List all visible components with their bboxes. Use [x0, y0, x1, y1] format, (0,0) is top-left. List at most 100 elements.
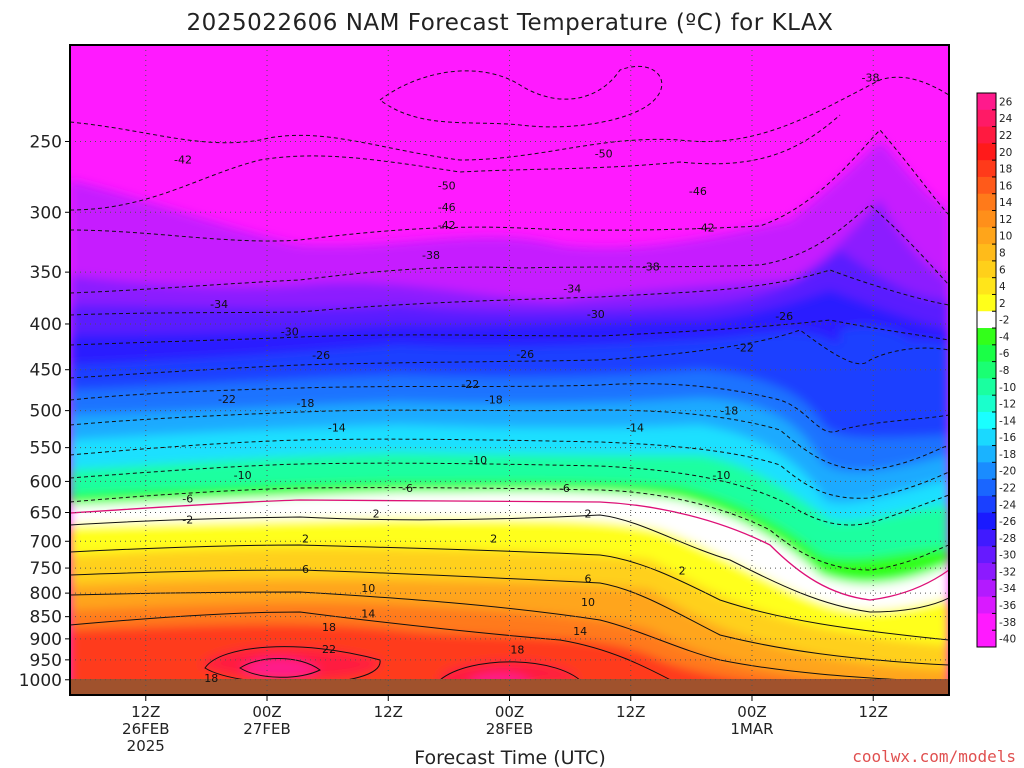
contour-label: -42 [697, 222, 715, 235]
y-tick-label: 250 [30, 132, 62, 152]
contour-label: -22 [461, 378, 479, 391]
x-tick-label: 1MAR [730, 720, 773, 738]
contour-label: -6 [402, 482, 413, 495]
contour-label-text: 22 [322, 643, 336, 656]
ground-surface [70, 679, 949, 695]
colorbar: 26 24 22 20 18 16 14 12 10 8 6 4 2 -2 -4 -6 -8 -10 -12 -14 -… [976, 92, 1016, 648]
colorbar-label: 6 [999, 264, 1006, 276]
contour-label-text: -6 [182, 493, 193, 506]
contour-label: -38 [642, 261, 660, 274]
contour-label-text: 2 [302, 532, 309, 545]
contour-label-text: -38 [642, 261, 660, 274]
contour-plus-2 [70, 514, 949, 613]
y-tick-label: 1000 [19, 671, 62, 691]
colorbar-swatch [977, 529, 996, 547]
contour-label: -42 [438, 219, 456, 232]
x-tick-label: 00Z [737, 703, 766, 721]
contour-label-text: -34 [210, 298, 228, 311]
y-tick-label: 550 [30, 439, 62, 459]
contour-label: -42 [174, 154, 192, 167]
contour-label-text: -18 [720, 405, 738, 418]
colorbar-swatch [977, 210, 996, 228]
colorbar-label: -24 [999, 499, 1016, 511]
colorbar-swatch [977, 479, 996, 497]
x-tick-label: 00Z [495, 703, 524, 721]
contour-plus-26 [239, 658, 321, 678]
contour-label-text: -14 [626, 421, 644, 434]
chart-title: 2025022606 NAM Forecast Temperature (ºC)… [187, 10, 834, 36]
colorbar-label: 16 [999, 180, 1013, 192]
x-tick-label: 26FEB [122, 720, 169, 738]
contour-label: 6 [584, 572, 591, 585]
contour-label: 18 [204, 672, 218, 685]
contour-label: -26 [516, 348, 534, 361]
colorbar-swatch [977, 495, 996, 514]
contour-label: -14 [328, 421, 346, 434]
contour-label: -10 [469, 454, 487, 467]
temperature-bands [70, 140, 949, 695]
contour-label-text: -42 [438, 219, 456, 232]
y-tick-label: 400 [30, 315, 62, 335]
contour-label-text: -42 [174, 154, 192, 167]
contour-labels: -38-42 -50-50 -46-46-42 -42-38-38-34-34-30-… [174, 71, 879, 684]
contour-label: -38 [422, 249, 440, 262]
grid-lines [70, 45, 949, 695]
contour-label-text: 18 [204, 672, 218, 685]
colorbar-label: 22 [999, 130, 1012, 142]
x-tick-label: 00Z [252, 703, 281, 721]
contour-lines [70, 65, 949, 691]
colorbar-label: -8 [999, 365, 1009, 377]
y-tick-label: 750 [30, 559, 62, 579]
colorbar-swatch [977, 361, 996, 379]
colorbar-label: 18 [999, 164, 1012, 176]
contour-label: -26 [775, 310, 793, 323]
contour-label-text: -6 [559, 482, 570, 495]
colorbar-swatch [977, 260, 996, 279]
colorbar-swatch [977, 193, 996, 212]
contour-label-text: -26 [516, 348, 534, 361]
colorbar-label: -32 [999, 566, 1016, 578]
colorbar-swatch [977, 630, 996, 648]
colorbar-label: -14 [999, 415, 1016, 427]
contour-label: 14 [361, 607, 375, 620]
contour-plus-22-b [439, 661, 586, 686]
contour-label: -50 [595, 148, 613, 161]
contour-label-text: -30 [281, 326, 299, 339]
colorbar-swatch [977, 227, 996, 245]
contour-label-text: -38 [422, 249, 440, 262]
contour-label: -10 [712, 469, 730, 482]
y-tick-label: 700 [30, 532, 62, 552]
y-tick-label: 500 [30, 402, 62, 422]
colorbar-label: -26 [999, 516, 1016, 528]
colorbar-swatch [977, 244, 996, 262]
contour-label: 2 [584, 508, 591, 521]
contour-label-text: 14 [573, 625, 587, 638]
contour-label: 10 [361, 582, 375, 595]
colorbar-swatch [977, 126, 996, 144]
contour-plus-10 [70, 569, 949, 666]
y-axis: 2503003504004505005506006507007508008509… [19, 132, 70, 691]
contour-minus-50 [379, 65, 663, 128]
contour-label-text: 2 [373, 508, 380, 521]
colorbar-frame [976, 92, 997, 648]
colorbar-swatch [977, 143, 996, 161]
contour-label-text: -26 [775, 310, 793, 323]
colorbar-label: -12 [999, 399, 1016, 411]
colorbar-label: 4 [999, 281, 1006, 293]
x-tick-label: 2025 [127, 737, 165, 755]
contour-label: -22 [736, 342, 754, 355]
contour-label-text: -22 [736, 342, 754, 355]
colorbar-swatch [977, 546, 996, 564]
contour-plus-14 [70, 591, 949, 683]
y-tick-label: 600 [30, 472, 62, 492]
colorbar-label: -16 [999, 432, 1016, 444]
contour-label-text: 10 [581, 596, 595, 609]
x-tick-label: 27FEB [243, 720, 290, 738]
contour-label: 2 [679, 565, 686, 578]
contour-minus-30 [70, 269, 949, 316]
contour-minus-10 [70, 438, 949, 499]
contour-label: -38 [862, 71, 880, 84]
x-tick-label: 12Z [374, 703, 403, 721]
